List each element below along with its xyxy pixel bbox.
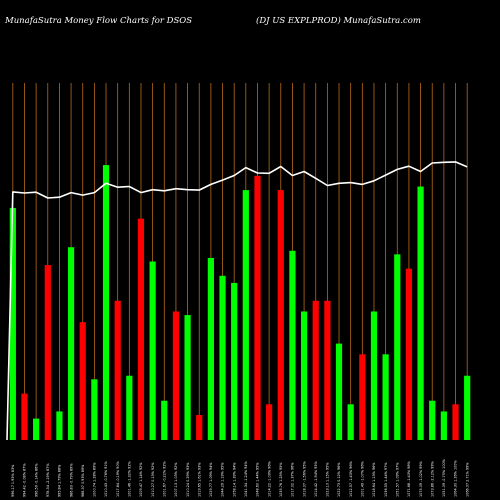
bar: [207, 257, 214, 440]
x-tick-label: 994.42 -0.08% 87%: [23, 463, 27, 497]
x-tick-label: 1029.77 1.09% 94%: [209, 462, 213, 497]
bar: [219, 275, 226, 440]
x-tick-label: 996.17 1.95% 83%: [11, 464, 15, 497]
bar: [242, 190, 249, 440]
bar: [370, 311, 378, 440]
bar: [196, 415, 203, 440]
x-tick-label: 1010.24 0.29% 93%: [186, 462, 190, 497]
x-tick-label: 1000.74 1.28% 89%: [93, 462, 97, 497]
x-tick-label: 1051.09 -0.75% 100%: [442, 458, 446, 497]
x-tick-label: 1017.84 -0.19% 90%: [116, 461, 120, 497]
x-tick-label: 1064.30 1.26% 100%: [454, 460, 458, 497]
bar: [266, 404, 273, 440]
x-tick-label: 1019.65 1.61% 93%: [197, 462, 201, 497]
x-tick-label: 1001.49 -1.07% 96%: [361, 461, 365, 497]
x-tick-label: 996.59 -0.14% 86%: [34, 463, 38, 497]
chart-title: MunafaSutra Money Flow Charts for DSOS: [5, 16, 193, 26]
x-tick-label: 1073.86 -2.12% 99%: [430, 461, 434, 497]
bar: [102, 165, 110, 441]
bar: [335, 343, 343, 440]
x-tick-label: 1010.27 0.13% 92%: [151, 462, 155, 497]
bar: [394, 254, 401, 440]
x-tick-label: 986.83 -0.79% 89%: [69, 463, 73, 497]
x-tick-label: 1048.60 1.44% 95%: [256, 462, 260, 497]
bar: [126, 375, 133, 440]
x-tick-label: 978.34 -2.19% 87%: [46, 463, 50, 497]
x-tick-label: 1018.07 -1.56% 95%: [302, 461, 306, 497]
x-tick-label: 1001.67 -0.22% 92%: [162, 461, 166, 497]
bar: [184, 315, 191, 440]
bar: [33, 418, 40, 440]
x-tick-label: 1022.73 0.12% 96%: [337, 462, 341, 497]
bar: [231, 282, 238, 440]
bar: [9, 207, 16, 440]
x-tick-label: 1071.68 -1.43% 98%: [407, 461, 411, 497]
bar: [254, 175, 261, 440]
x-tick-label: 1014.22 -1.09% 96%: [267, 461, 271, 497]
bar: [417, 186, 424, 440]
x-tick-label: 1023.10 1.15% 95%: [326, 462, 330, 497]
x-tick-label: 1036.55 1.44% 97%: [384, 462, 388, 497]
bar: [312, 300, 319, 440]
bar: [452, 404, 459, 440]
x-tick-label: 1075.09 -1.02% 99%: [419, 461, 423, 497]
x-tick-label: 1009.47 1.14% 92%: [139, 462, 143, 497]
bar: [464, 375, 471, 440]
bar: [137, 218, 145, 440]
x-tick-label: 1066.07 2.71% 99%: [465, 462, 469, 497]
bar: [324, 300, 331, 440]
x-tick-label: 1012.57 -1.43% 96%: [349, 461, 353, 497]
x-tick-label: 1051.57 1.09% 97%: [395, 462, 399, 497]
price-line: [6, 161, 468, 441]
bar: [300, 311, 308, 440]
x-tick-label: 1014.42 -1.94% 95%: [314, 461, 318, 497]
bar: [21, 393, 28, 440]
bar: [91, 379, 98, 440]
bar: [79, 322, 86, 440]
bar: [44, 265, 51, 440]
x-tick-label: 1017.02 1.37% 96%: [291, 462, 295, 497]
bar: [382, 354, 389, 440]
bar: [429, 400, 436, 440]
bar: [359, 354, 366, 440]
x-tick-label: 1044.29 1.19% 95%: [221, 462, 225, 497]
x-tick-label: 1001.46 -1.32% 92%: [128, 461, 132, 497]
x-tick-label: 995.84 1.79% 88%: [58, 464, 62, 497]
x-tick-label: 1035.76 1.25% 95%: [279, 462, 283, 497]
x-tick-label: 1007.13 1.03% 92%: [174, 462, 178, 497]
bar: [440, 411, 447, 440]
bar: [149, 261, 156, 440]
bar: [172, 311, 180, 440]
bar: [289, 250, 296, 440]
bar: [56, 411, 63, 440]
x-tick-label: 1041.34 -1.24% 94%: [244, 461, 248, 497]
x-tick-label: 988.37 0.93% 89%: [81, 464, 85, 497]
bar: [405, 268, 413, 440]
bar: [277, 190, 284, 440]
bar: [161, 400, 168, 440]
bar: [347, 404, 354, 440]
bar: [114, 300, 121, 440]
x-tick-label: 1058.14 1.39% 94%: [232, 462, 236, 497]
chart-subtitle: (DJ US EXPLPROD) MunafaSutra.com: [256, 16, 421, 26]
x-tick-label: 1010.43 -0.76% 91%: [104, 461, 108, 497]
x-tick-label: 1018.64 1.13% 96%: [372, 462, 376, 497]
bar: [67, 247, 75, 440]
